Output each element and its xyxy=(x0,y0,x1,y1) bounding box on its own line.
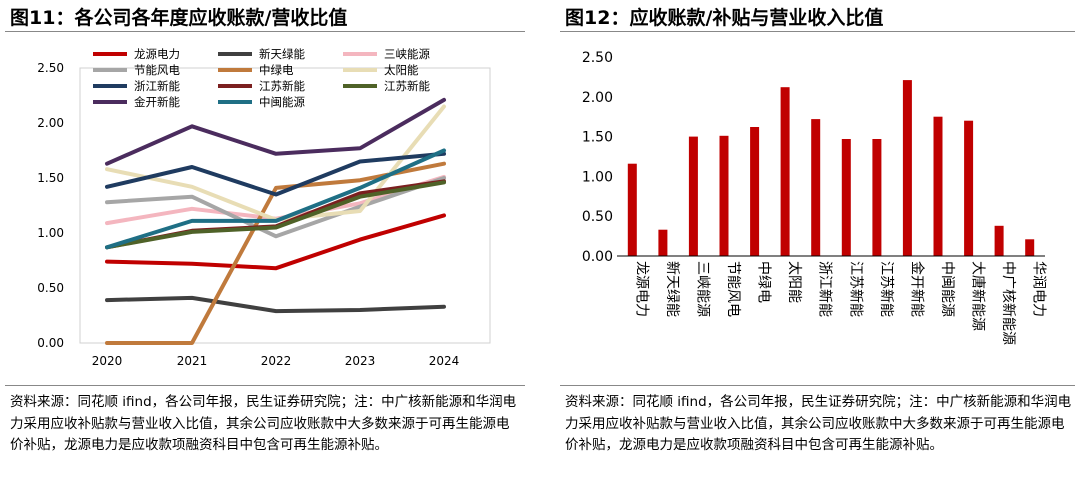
legend-label: 江苏新能 xyxy=(259,79,305,93)
left-figure-title: 图11：各公司各年度应收账款/营收比值 xyxy=(10,7,348,29)
x-category-label: 大唐新能源 xyxy=(970,261,987,331)
series-line xyxy=(105,176,446,239)
legend-label: 三峡能源 xyxy=(384,47,430,61)
left-title-rule xyxy=(5,31,525,32)
right-source-rule xyxy=(560,385,1075,386)
bar xyxy=(780,87,790,256)
legend-label: 新天绿能 xyxy=(259,47,305,61)
y-tick-label: 2.00 xyxy=(37,116,64,130)
series-line xyxy=(105,151,446,197)
y-tick-label: 2.50 xyxy=(582,50,613,66)
series-line xyxy=(105,104,446,222)
legend-label: 金开新能 xyxy=(134,95,180,109)
x-category-label: 新天绿能 xyxy=(664,261,680,317)
legend-label: 中闽能源 xyxy=(259,95,305,109)
x-category-label: 龙源电力 xyxy=(633,261,649,317)
y-tick-label: 0.00 xyxy=(582,249,613,265)
x-category-label: 三峡能源 xyxy=(694,261,710,317)
legend-label: 江苏新能 xyxy=(384,79,430,93)
bar xyxy=(964,120,974,256)
x-category-label: 金开新能 xyxy=(908,261,924,317)
y-tick-label: 2.50 xyxy=(37,61,64,75)
x-category-label: 华润电力 xyxy=(1031,261,1047,317)
x-tick-label: 2024 xyxy=(429,354,460,368)
bar xyxy=(841,139,851,256)
bar xyxy=(658,229,668,256)
series-line xyxy=(105,148,446,250)
x-category-label: 江苏新能 xyxy=(847,261,863,317)
y-tick-label: 1.00 xyxy=(582,169,613,185)
x-category-label: 中绿电 xyxy=(756,261,772,303)
left-figure-panel: 图11：各公司各年度应收账款/营收比值 0.00 0.50 1.00 1.50 2.00… xyxy=(0,0,530,488)
y-tick-label: 2.00 xyxy=(582,90,613,106)
legend-label: 节能风电 xyxy=(134,63,180,77)
legend-label: 太阳能 xyxy=(384,63,419,77)
x-tick-label: 2023 xyxy=(345,354,376,368)
y-tick-label: 0.50 xyxy=(582,209,613,225)
plot-area-frame xyxy=(79,67,491,344)
y-tick-label: 0.50 xyxy=(37,281,64,295)
x-tick-label: 2021 xyxy=(177,354,208,368)
legend-label: 龙源电力 xyxy=(134,47,180,61)
right-figure-panel: 图12：应收账款/补贴与营业收入比值 0.00 0.50 1.00 1.50 2.00 2… xyxy=(555,0,1080,488)
legend-label: 中绿电 xyxy=(259,63,294,77)
x-tick-label: 2022 xyxy=(261,354,292,368)
bar xyxy=(811,119,821,256)
bar xyxy=(872,139,882,256)
right-title-rule xyxy=(560,31,1075,32)
bar xyxy=(902,80,912,256)
x-tick-label: 2020 xyxy=(92,354,123,368)
bar xyxy=(627,163,637,256)
bar xyxy=(1025,239,1035,256)
series-line xyxy=(105,213,446,271)
y-tick-label: 1.50 xyxy=(582,130,613,146)
x-category-label: 中闽能源 xyxy=(939,261,955,317)
series-line xyxy=(105,97,446,166)
x-category-label: 节能风电 xyxy=(725,261,741,317)
bar-chart: 0.00 0.50 1.00 1.50 2.00 2.50 龙源电力 新天绿能 三峡能源 节能风电… xyxy=(582,50,1047,345)
bar xyxy=(688,136,698,256)
y-tick-label: 1.50 xyxy=(37,171,64,185)
right-figure-title: 图12：应收账款/补贴与营业收入比值 xyxy=(565,7,884,29)
bar xyxy=(719,135,729,256)
series-line xyxy=(105,180,446,250)
y-tick-label: 0.00 xyxy=(37,336,64,350)
bar xyxy=(994,225,1004,256)
left-source-rule xyxy=(5,385,525,386)
bar xyxy=(933,116,943,256)
y-tick-label: 1.00 xyxy=(37,226,64,240)
series-line xyxy=(105,295,446,314)
x-category-label: 江苏新能 xyxy=(878,261,894,317)
legend-label: 浙江新能 xyxy=(134,79,180,93)
x-category-label: 太阳能 xyxy=(786,261,802,303)
line-chart: 0.00 0.50 1.00 1.50 2.00 2.50 2020 2021 2022 2023… xyxy=(37,47,491,368)
x-category-label: 中广核新能源 xyxy=(1000,261,1016,345)
x-category-label: 浙江新能 xyxy=(817,261,833,317)
left-source-note: 资料来源：同花顺 ifind，各公司年报，民生证券研究院；注：中广核新能源和华润… xyxy=(10,394,517,453)
right-source-note: 资料来源：同花顺 ifind，各公司年报，民生证券研究院；注：中广核新能源和华润… xyxy=(565,394,1072,453)
bar xyxy=(750,127,760,256)
